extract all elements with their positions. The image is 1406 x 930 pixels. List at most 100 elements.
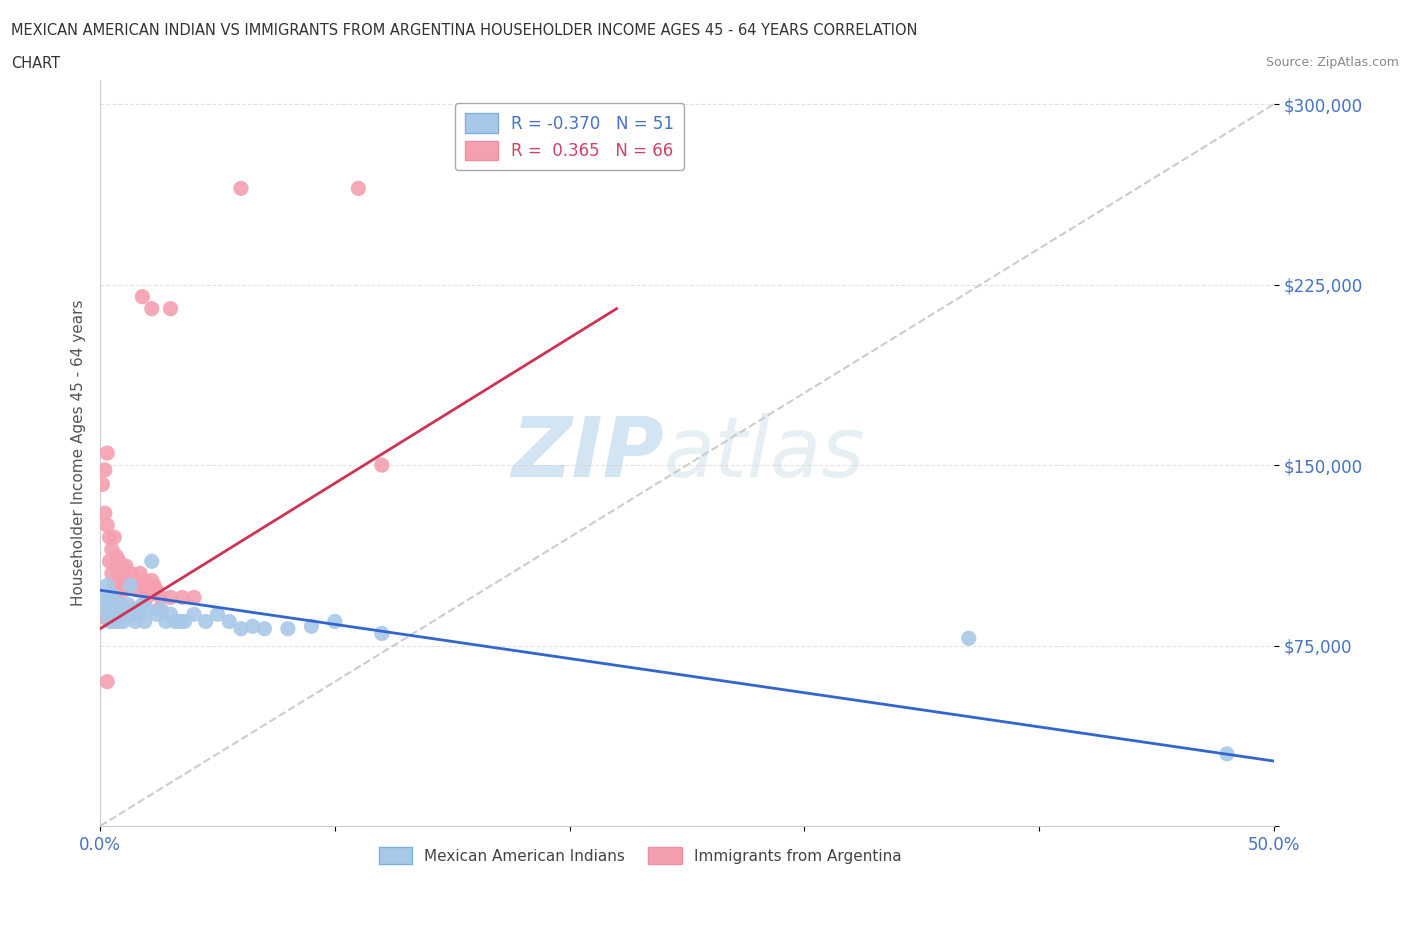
- Point: [112, 583, 135, 598]
- Point: [957, 631, 980, 645]
- Point: [253, 621, 276, 636]
- Text: ZIP: ZIP: [510, 413, 664, 494]
- Point: [183, 590, 205, 604]
- Point: [134, 614, 156, 629]
- Point: [122, 573, 145, 588]
- Point: [143, 578, 166, 592]
- Point: [124, 578, 146, 592]
- Point: [110, 559, 132, 574]
- Point: [101, 588, 124, 603]
- Point: [105, 559, 128, 574]
- Point: [94, 506, 117, 521]
- Text: MEXICAN AMERICAN INDIAN VS IMMIGRANTS FROM ARGENTINA HOUSEHOLDER INCOME AGES 45 : MEXICAN AMERICAN INDIAN VS IMMIGRANTS FR…: [11, 23, 918, 38]
- Point: [229, 621, 252, 636]
- Point: [117, 607, 139, 622]
- Point: [347, 181, 370, 196]
- Point: [96, 674, 118, 689]
- Point: [115, 559, 138, 574]
- Point: [108, 554, 131, 569]
- Legend: Mexican American Indians, Immigrants from Argentina: Mexican American Indians, Immigrants fro…: [373, 841, 908, 870]
- Point: [110, 607, 132, 622]
- Point: [101, 542, 124, 557]
- Text: CHART: CHART: [11, 56, 60, 71]
- Point: [169, 614, 191, 629]
- Point: [122, 607, 145, 622]
- Point: [129, 566, 152, 581]
- Point: [105, 597, 128, 612]
- Point: [141, 573, 163, 588]
- Point: [148, 602, 170, 617]
- Point: [159, 590, 181, 604]
- Point: [371, 458, 394, 472]
- Point: [165, 614, 187, 629]
- Point: [159, 607, 181, 622]
- Point: [150, 602, 173, 617]
- Point: [110, 597, 132, 612]
- Point: [129, 607, 152, 622]
- Point: [101, 597, 124, 612]
- Point: [98, 612, 121, 627]
- Point: [112, 602, 135, 617]
- Point: [103, 602, 125, 617]
- Point: [155, 614, 177, 629]
- Point: [91, 590, 114, 604]
- Point: [141, 554, 163, 569]
- Point: [145, 607, 167, 622]
- Point: [105, 607, 128, 622]
- Point: [159, 301, 181, 316]
- Point: [127, 602, 149, 617]
- Point: [94, 462, 117, 477]
- Point: [96, 612, 118, 627]
- Point: [108, 602, 131, 617]
- Point: [112, 566, 135, 581]
- Point: [136, 590, 159, 604]
- Point: [98, 590, 121, 604]
- Point: [96, 578, 118, 592]
- Point: [183, 607, 205, 622]
- Point: [120, 607, 142, 622]
- Point: [1216, 747, 1239, 762]
- Point: [138, 583, 160, 598]
- Point: [103, 530, 125, 545]
- Point: [120, 578, 142, 592]
- Point: [131, 289, 153, 304]
- Point: [122, 602, 145, 617]
- Point: [105, 549, 128, 564]
- Point: [98, 530, 121, 545]
- Point: [98, 554, 121, 569]
- Point: [110, 578, 132, 592]
- Point: [110, 607, 132, 622]
- Point: [96, 445, 118, 460]
- Point: [108, 614, 131, 629]
- Point: [371, 626, 394, 641]
- Point: [218, 614, 240, 629]
- Y-axis label: Householder Income Ages 45 - 64 years: Householder Income Ages 45 - 64 years: [72, 299, 86, 606]
- Point: [112, 602, 135, 617]
- Point: [229, 181, 252, 196]
- Point: [98, 602, 121, 617]
- Point: [141, 301, 163, 316]
- Point: [105, 612, 128, 627]
- Point: [101, 607, 124, 622]
- Point: [103, 578, 125, 592]
- Point: [299, 618, 322, 633]
- Point: [323, 614, 346, 629]
- Point: [103, 614, 125, 629]
- Point: [173, 614, 195, 629]
- Point: [131, 578, 153, 592]
- Point: [96, 518, 118, 533]
- Point: [94, 597, 117, 612]
- Point: [98, 612, 121, 627]
- Point: [101, 566, 124, 581]
- Point: [117, 578, 139, 592]
- Point: [101, 607, 124, 622]
- Point: [131, 597, 153, 612]
- Point: [105, 590, 128, 604]
- Text: Source: ZipAtlas.com: Source: ZipAtlas.com: [1265, 56, 1399, 69]
- Point: [124, 614, 146, 629]
- Point: [103, 607, 125, 622]
- Point: [127, 583, 149, 598]
- Point: [115, 602, 138, 617]
- Point: [108, 607, 131, 622]
- Point: [277, 621, 299, 636]
